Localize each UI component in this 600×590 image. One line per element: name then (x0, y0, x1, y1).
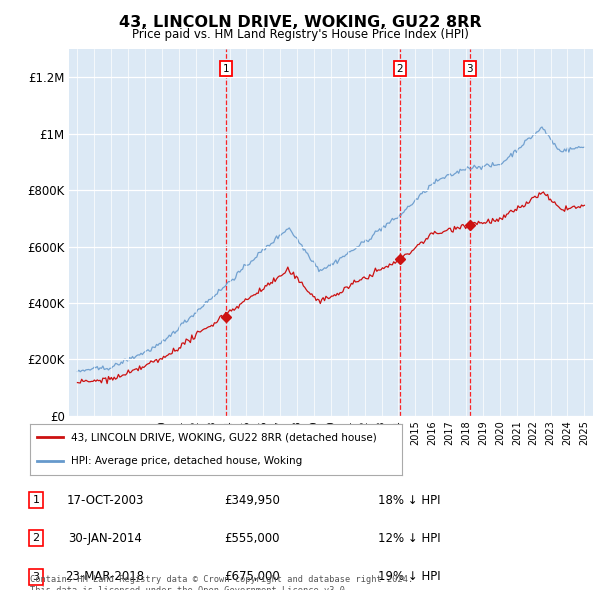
Text: Contains HM Land Registry data © Crown copyright and database right 2024.
This d: Contains HM Land Registry data © Crown c… (30, 575, 413, 590)
Text: 19% ↓ HPI: 19% ↓ HPI (378, 570, 440, 584)
Text: £555,000: £555,000 (224, 532, 280, 545)
Text: 3: 3 (32, 572, 40, 582)
Text: Price paid vs. HM Land Registry's House Price Index (HPI): Price paid vs. HM Land Registry's House … (131, 28, 469, 41)
Text: HPI: Average price, detached house, Woking: HPI: Average price, detached house, Woki… (71, 456, 302, 466)
Text: 43, LINCOLN DRIVE, WOKING, GU22 8RR (detached house): 43, LINCOLN DRIVE, WOKING, GU22 8RR (det… (71, 432, 377, 442)
Text: 18% ↓ HPI: 18% ↓ HPI (378, 493, 440, 507)
Text: 23-MAR-2018: 23-MAR-2018 (65, 570, 145, 584)
Text: 1: 1 (223, 64, 229, 74)
Text: 2: 2 (32, 533, 40, 543)
Text: 12% ↓ HPI: 12% ↓ HPI (378, 532, 440, 545)
Text: 17-OCT-2003: 17-OCT-2003 (67, 493, 143, 507)
Text: 43, LINCOLN DRIVE, WOKING, GU22 8RR: 43, LINCOLN DRIVE, WOKING, GU22 8RR (119, 15, 481, 30)
Text: 1: 1 (32, 495, 40, 505)
Text: £675,000: £675,000 (224, 570, 280, 584)
Text: 3: 3 (467, 64, 473, 74)
Text: £349,950: £349,950 (224, 493, 280, 507)
Text: 2: 2 (397, 64, 403, 74)
Text: 30-JAN-2014: 30-JAN-2014 (68, 532, 142, 545)
